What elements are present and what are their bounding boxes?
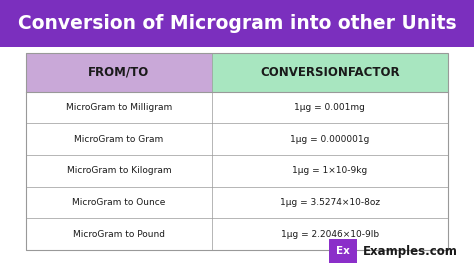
Text: CONVERSIONFACTOR: CONVERSIONFACTOR [260, 66, 400, 79]
Text: Examples.com: Examples.com [363, 245, 457, 258]
Text: MicroGram to Ounce: MicroGram to Ounce [72, 198, 165, 207]
Text: 1μg = 0.001mg: 1μg = 0.001mg [294, 103, 365, 112]
FancyBboxPatch shape [26, 92, 448, 123]
Text: MicroGram to Gram: MicroGram to Gram [74, 135, 164, 144]
Text: MicroGram to Kilogram: MicroGram to Kilogram [66, 167, 171, 175]
FancyBboxPatch shape [212, 53, 448, 92]
Text: Conversion of Microgram into other Units: Conversion of Microgram into other Units [18, 14, 456, 33]
Text: Ex: Ex [336, 246, 350, 256]
FancyBboxPatch shape [26, 123, 448, 155]
Text: MicroGram to Pound: MicroGram to Pound [73, 230, 165, 239]
FancyBboxPatch shape [26, 53, 212, 92]
Text: 1μg = 0.000001g: 1μg = 0.000001g [290, 135, 370, 144]
FancyBboxPatch shape [0, 0, 474, 47]
Text: 1μg = 1×10-9kg: 1μg = 1×10-9kg [292, 167, 367, 175]
Text: 1μg = 3.5274×10-8oz: 1μg = 3.5274×10-8oz [280, 198, 380, 207]
Text: 1μg = 2.2046×10-9lb: 1μg = 2.2046×10-9lb [281, 230, 379, 239]
Text: FROM/TO: FROM/TO [88, 66, 149, 79]
FancyBboxPatch shape [26, 187, 448, 218]
Text: MicroGram to Milligram: MicroGram to Milligram [66, 103, 172, 112]
FancyBboxPatch shape [26, 155, 448, 187]
FancyBboxPatch shape [26, 218, 448, 250]
FancyBboxPatch shape [329, 239, 357, 263]
